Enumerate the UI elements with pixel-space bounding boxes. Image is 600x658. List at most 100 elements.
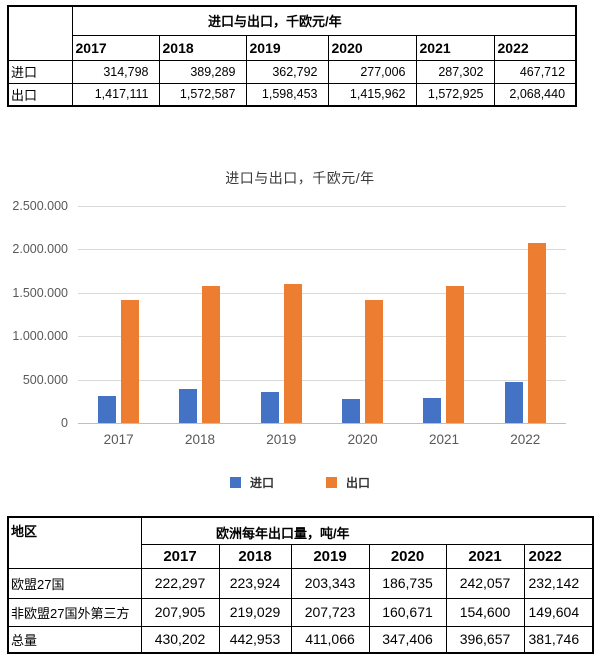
top-table-cell: 2,068,440 [493,82,577,107]
chart-y-axis: 0 500.000 1.000.000 1.500.000 2.000.000 2.500… [0,199,68,430]
export-volume-table: 地区 欧洲每年出口量，吨/年 2017 2018 2019 2020 2021 2022 … [7,516,594,654]
y-tick-label: 0 [61,416,68,430]
bottom-table-year-header-2018: 2018 [218,543,292,569]
top-table-cell: 314,798 [71,59,160,84]
bottom-table-corner-cell: 地区 [7,516,142,569]
bottom-table-row-label: 欧盟27国 [7,567,142,599]
bar-进口-2018 [179,389,198,423]
top-table-year-header-2018: 2018 [158,34,247,61]
import-export-table: 进口与出口，千欧元/年 2017 2018 2019 2020 2021 2022 进口 3… [7,5,578,107]
top-table-row-label: 出口 [7,82,73,107]
gridline-2.500.000 [78,206,566,207]
top-table-cell: 389,289 [158,59,247,84]
gridline-500.000 [78,379,566,381]
bar-出口-2020 [365,300,384,423]
bottom-table-cell: 430,202 [140,625,220,654]
x-tick-label-2019: 2019 [266,432,297,447]
bottom-table-cell: 232,142 [523,567,594,599]
bottom-table-cell: 411,066 [290,625,370,654]
gridline-1.000.000 [78,336,566,338]
gridline-2.000.000 [78,249,566,251]
top-table-cell: 1,572,925 [415,82,495,107]
legend-swatch-icon [229,477,241,488]
bottom-table-year-header-2022: 2022 [523,543,594,569]
y-tick-label: 500.000 [22,372,68,387]
bottom-table-cell: 149,604 [523,597,594,627]
top-table-row-1: 出口 1,417,111 1,572,587 1,598,453 1,415,962 1,… [7,82,577,107]
bar-出口-2021 [446,286,465,423]
y-tick-label: 2.500.000 [12,199,68,213]
top-table-year-header-2021: 2021 [415,34,495,61]
gridline-1.500.000 [78,292,566,294]
bottom-table-row-1: 非欧盟27国外第三方 207,905 219,029 207,723 160,671 15… [7,597,594,627]
top-table-cell: 467,712 [493,59,577,84]
chart-title: 进口与出口，千欧元/年 [225,170,375,186]
bar-进口-2017 [98,396,117,423]
bar-group-2020 [342,206,384,423]
bar-出口-2019 [283,284,302,423]
x-tick-label-2018: 2018 [184,432,215,447]
bottom-table-row-2: 总量 430,202 442,953 411,066 347,406 396,657 381… [7,625,594,654]
bottom-table-cell: 207,905 [140,597,220,627]
legend-label: 出口 [346,476,371,490]
top-table-year-header-2020: 2020 [327,34,417,61]
top-table-cell: 362,792 [245,59,329,84]
bar-进口-2022 [504,382,523,423]
bottom-table-row-label: 总量 [7,625,142,654]
bottom-table-cell: 160,671 [368,597,447,627]
bar-出口-2022 [527,243,546,423]
bottom-table-cell: 347,406 [368,625,447,654]
chart-bars [78,206,566,423]
top-table-cell: 277,006 [327,59,417,84]
legend-item-出口: 出口 [326,474,370,491]
bottom-table-cell: 219,029 [218,597,292,627]
x-tick-label-2022: 2022 [510,432,541,447]
legend-item-进口: 进口 [229,474,274,491]
bar-group-2018 [179,206,221,423]
top-table-cell: 1,417,111 [71,82,160,107]
bottom-table-cell: 186,735 [368,567,447,599]
bar-出口-2018 [202,286,221,423]
bar-进口-2020 [342,399,361,423]
top-table-corner-cell [7,5,73,61]
bottom-table-title: 欧洲每年出口量，吨/年 [140,516,594,545]
bottom-table-cell: 203,343 [290,567,370,599]
import-export-bar-chart: 进口与出口，千欧元/年 0 500.000 1.000.000 1.500.000 2.… [0,158,600,510]
gridline-0 [78,423,566,424]
bar-group-2019 [260,206,302,423]
x-tick-label-2020: 2020 [347,432,378,447]
bar-进口-2019 [260,392,279,423]
bottom-table-cell: 396,657 [445,625,525,654]
chart-plot-area [78,206,566,424]
top-table-title: 进口与出口，千欧元/年 [71,5,577,36]
top-table-year-header-2017: 2017 [71,34,160,61]
bottom-table-cell: 154,600 [445,597,525,627]
chart-x-axis: 2017 2018 2019 2020 2021 2022 [78,432,566,447]
y-tick-label: 1.500.000 [12,285,68,300]
legend-swatch-icon [326,477,337,488]
top-table-cell: 287,302 [415,59,495,84]
bottom-table-cell: 223,924 [218,567,292,599]
bottom-table-row-0: 欧盟27国 222,297 223,924 203,343 186,735 242,057… [7,567,594,599]
bar-group-2017 [98,206,140,423]
bar-进口-2021 [423,398,442,423]
bottom-table-cell: 207,723 [290,597,370,627]
top-table-year-row: 2017 2018 2019 2020 2021 2022 [8,34,577,61]
x-tick-label-2021: 2021 [428,432,459,447]
bottom-table-cell: 442,953 [218,625,292,654]
bottom-table-year-header-2019: 2019 [290,543,370,569]
top-table-year-header-2022: 2022 [493,34,577,61]
bottom-table-cell: 381,746 [523,625,594,654]
y-tick-label: 2.000.000 [12,242,68,257]
bottom-table-cell: 242,057 [445,567,525,599]
legend-label: 进口 [249,476,274,490]
bar-group-2021 [423,206,465,423]
bottom-table-year-row: 2017 2018 2019 2020 2021 2022 [8,543,594,569]
bottom-table-row-label: 非欧盟27国外第三方 [7,597,142,627]
top-table-row-0: 进口 314,798 389,289 362,792 277,006 287,302 467… [7,59,577,84]
top-table-cell: 1,572,587 [158,82,247,107]
bar-出口-2017 [121,300,140,423]
top-table-year-header-2019: 2019 [245,34,329,61]
bar-group-2022 [504,206,546,423]
